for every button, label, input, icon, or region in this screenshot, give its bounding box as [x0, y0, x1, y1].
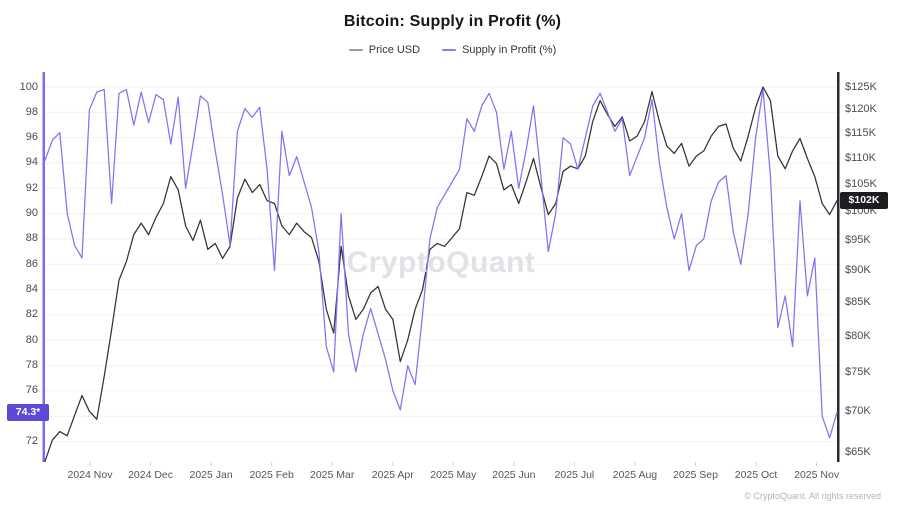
x-axis-month-label: 2025 Oct	[734, 469, 778, 481]
right-axis-tick-label: $80K	[845, 330, 871, 343]
supply-legend-dash-icon	[442, 49, 457, 51]
right-axis-tick-label: $70K	[845, 404, 871, 417]
x-axis-month-label: 2025 Sep	[673, 469, 718, 481]
right-axis-tick-label: $65K	[845, 446, 871, 459]
left-axis-bar	[42, 72, 45, 462]
chart-title: Bitcoin: Supply in Profit (%)	[343, 13, 562, 30]
price-legend-dash-icon	[348, 49, 363, 51]
left-axis-tick-label: 96	[25, 131, 38, 144]
price-usd-line	[44, 86, 838, 463]
left-axis-tick-label: 98	[25, 105, 38, 118]
x-axis-month-label: 2025 Apr	[371, 469, 414, 481]
left-axis-tick-label: 72	[25, 435, 38, 448]
x-axis-month-label: 2025 Aug	[612, 469, 658, 481]
x-axis-month-label: 2024 Dec	[128, 469, 174, 481]
x-axis-month-label: 2025 Mar	[310, 469, 355, 481]
left-axis-tick-label: 86	[25, 257, 38, 270]
chart-legend: Price USD Supply in Profit (%)	[0, 44, 905, 56]
legend-supply-label: Supply in Profit (%)	[462, 44, 557, 56]
right-axis-tick-label: $90K	[845, 264, 871, 277]
left-axis-tick-label: 76	[25, 384, 38, 397]
x-axis-month-label: 2024 Nov	[67, 469, 113, 481]
right-axis-tick-label: $115K	[845, 127, 876, 140]
right-axis-tick-label: $95K	[845, 233, 871, 246]
x-axis-month-label: 2025 Nov	[794, 469, 840, 481]
x-axis-month-label: 2025 Jan	[189, 469, 233, 481]
right-axis-tick-label: $100K	[845, 205, 877, 218]
left-axis-tick-label: 92	[25, 181, 38, 194]
left-axis-tick-label: 80	[25, 333, 38, 346]
right-axis-bar	[837, 72, 840, 462]
left-axis-tick-label: 90	[25, 207, 38, 220]
copyright-note: © CryptoQuant. All rights reserved	[744, 491, 881, 501]
supply-current-value-badge: 74.3*	[7, 403, 49, 421]
left-axis-tick-label: 82	[25, 308, 38, 321]
x-axis-month-label: 2025 May	[430, 469, 477, 481]
right-axis-tick-label: $75K	[845, 366, 871, 379]
right-axis-tick-label: $125K	[845, 80, 877, 93]
x-axis-month-label: 2025 Jun	[492, 469, 536, 481]
right-axis-tick-label: $105K	[845, 178, 877, 190]
right-axis-tick-label: $110K	[845, 151, 876, 164]
left-axis-tick-label: 78	[25, 359, 38, 372]
legend-price-label: Price USD	[368, 44, 421, 56]
right-axis-tick-label: $85K	[845, 296, 871, 309]
supply-in-profit-line	[44, 88, 838, 439]
x-axis-month-label: 2025 Jul	[554, 469, 595, 481]
left-axis-tick-label: 88	[25, 232, 38, 245]
left-axis-tick-label: 100	[19, 80, 38, 93]
legend-item-supply[interactable]: Supply in Profit (%)	[442, 44, 556, 56]
x-axis-month-label: 2025 Feb	[249, 469, 294, 481]
right-axis-tick-label: $120K	[845, 103, 877, 116]
left-axis-tick-label: 84	[25, 283, 38, 296]
legend-item-price[interactable]: Price USD	[348, 44, 421, 56]
left-axis-tick-label: 94	[25, 156, 38, 169]
price-current-value-badge: $102K	[840, 192, 888, 210]
